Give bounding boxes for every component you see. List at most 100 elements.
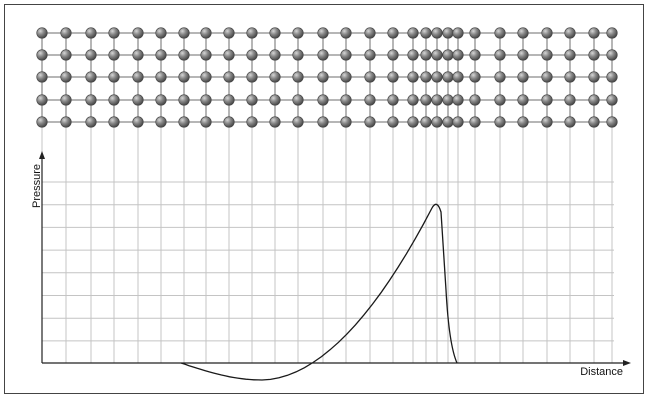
particle	[85, 27, 97, 39]
particle	[155, 49, 167, 61]
particle	[606, 116, 618, 128]
particle	[387, 49, 399, 61]
particle	[588, 94, 600, 106]
particle	[132, 49, 144, 61]
particle	[442, 116, 454, 128]
particle	[469, 116, 481, 128]
pressure-curve	[180, 203, 458, 381]
particle	[564, 94, 576, 106]
particle	[292, 94, 304, 106]
outer-frame	[4, 4, 644, 394]
particle	[606, 27, 618, 39]
particle	[387, 116, 399, 128]
particle	[420, 94, 432, 106]
particle	[431, 27, 443, 39]
particle	[564, 27, 576, 39]
particle	[442, 71, 454, 83]
particle	[407, 94, 419, 106]
particle	[420, 27, 432, 39]
particle	[517, 49, 529, 61]
particle	[588, 49, 600, 61]
particle	[223, 94, 235, 106]
particle	[541, 27, 553, 39]
particle	[200, 49, 212, 61]
particle	[606, 49, 618, 61]
particle	[85, 71, 97, 83]
particle	[564, 49, 576, 61]
particle	[541, 94, 553, 106]
particle	[364, 94, 376, 106]
particle	[155, 116, 167, 128]
particle	[494, 116, 506, 128]
y-axis-label: Pressure	[31, 164, 43, 208]
x-axis-label: Distance	[580, 366, 623, 378]
particle	[431, 71, 443, 83]
particle	[340, 94, 352, 106]
particle	[469, 49, 481, 61]
particle	[442, 27, 454, 39]
particle	[292, 49, 304, 61]
particle	[420, 49, 432, 61]
particle	[269, 116, 281, 128]
particle	[442, 49, 454, 61]
particle	[494, 27, 506, 39]
particle	[340, 71, 352, 83]
particle-lattice	[36, 27, 618, 128]
particle	[108, 27, 120, 39]
particle	[292, 71, 304, 83]
particle	[85, 49, 97, 61]
particle	[246, 94, 258, 106]
particle	[452, 27, 464, 39]
particle	[269, 27, 281, 39]
particle	[407, 49, 419, 61]
particle	[292, 27, 304, 39]
particle	[155, 94, 167, 106]
particle	[317, 116, 329, 128]
particle	[269, 71, 281, 83]
particle	[200, 71, 212, 83]
particle	[420, 71, 432, 83]
particle	[452, 94, 464, 106]
particle	[60, 49, 72, 61]
particle	[132, 27, 144, 39]
particle	[60, 116, 72, 128]
particle	[431, 116, 443, 128]
particle	[517, 116, 529, 128]
particle	[36, 116, 48, 128]
particle	[269, 49, 281, 61]
particle	[340, 27, 352, 39]
particle	[246, 27, 258, 39]
particle	[407, 71, 419, 83]
particle	[564, 71, 576, 83]
particle	[108, 71, 120, 83]
particle	[108, 49, 120, 61]
particle	[564, 116, 576, 128]
particle	[223, 27, 235, 39]
particle	[155, 71, 167, 83]
particle	[407, 116, 419, 128]
particle	[606, 94, 618, 106]
particle	[452, 116, 464, 128]
particle	[541, 116, 553, 128]
particle	[292, 116, 304, 128]
particle	[178, 116, 190, 128]
particle	[200, 27, 212, 39]
particle	[60, 27, 72, 39]
particle	[317, 94, 329, 106]
particle	[340, 116, 352, 128]
x-axis	[42, 360, 631, 366]
particle	[606, 71, 618, 83]
particle	[85, 94, 97, 106]
particle	[246, 49, 258, 61]
particle	[364, 49, 376, 61]
particle	[223, 71, 235, 83]
particle	[85, 116, 97, 128]
particle	[223, 49, 235, 61]
particle	[588, 71, 600, 83]
particle	[60, 94, 72, 106]
particle	[36, 49, 48, 61]
particle	[387, 71, 399, 83]
particle	[517, 27, 529, 39]
y-axis	[39, 151, 45, 363]
